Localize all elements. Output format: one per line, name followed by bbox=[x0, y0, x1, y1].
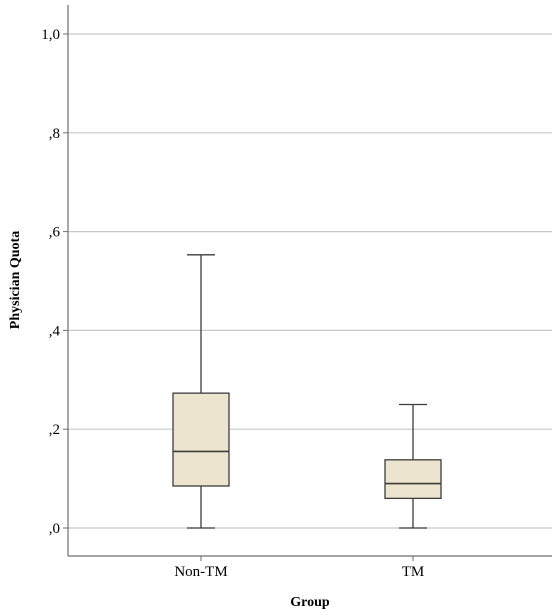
y-axis-title: Physician Quota bbox=[8, 231, 23, 329]
iqr-box bbox=[384, 459, 442, 500]
axes bbox=[63, 5, 552, 561]
x-category-label: Non-TM bbox=[174, 564, 227, 580]
x-category-label: TM bbox=[402, 564, 425, 580]
y-tick-label: ,6 bbox=[49, 225, 61, 241]
iqr-box bbox=[172, 392, 230, 487]
y-tick-label: ,0 bbox=[49, 521, 60, 537]
boxplot-non-tm bbox=[172, 254, 230, 529]
y-tick-label: ,2 bbox=[49, 422, 60, 438]
y-tick-labels: ,0 ,2 ,4 ,6 ,8 1,0 bbox=[41, 27, 60, 537]
y-tick-label: ,4 bbox=[49, 323, 61, 339]
x-category-labels: Non-TM TM bbox=[174, 564, 424, 580]
boxplots bbox=[172, 254, 442, 529]
boxplot-tm bbox=[384, 403, 442, 529]
gridlines bbox=[68, 33, 552, 529]
x-axis-title: Group bbox=[290, 595, 330, 610]
y-tick-label: 1,0 bbox=[41, 27, 60, 43]
y-tick-label: ,8 bbox=[49, 126, 60, 142]
